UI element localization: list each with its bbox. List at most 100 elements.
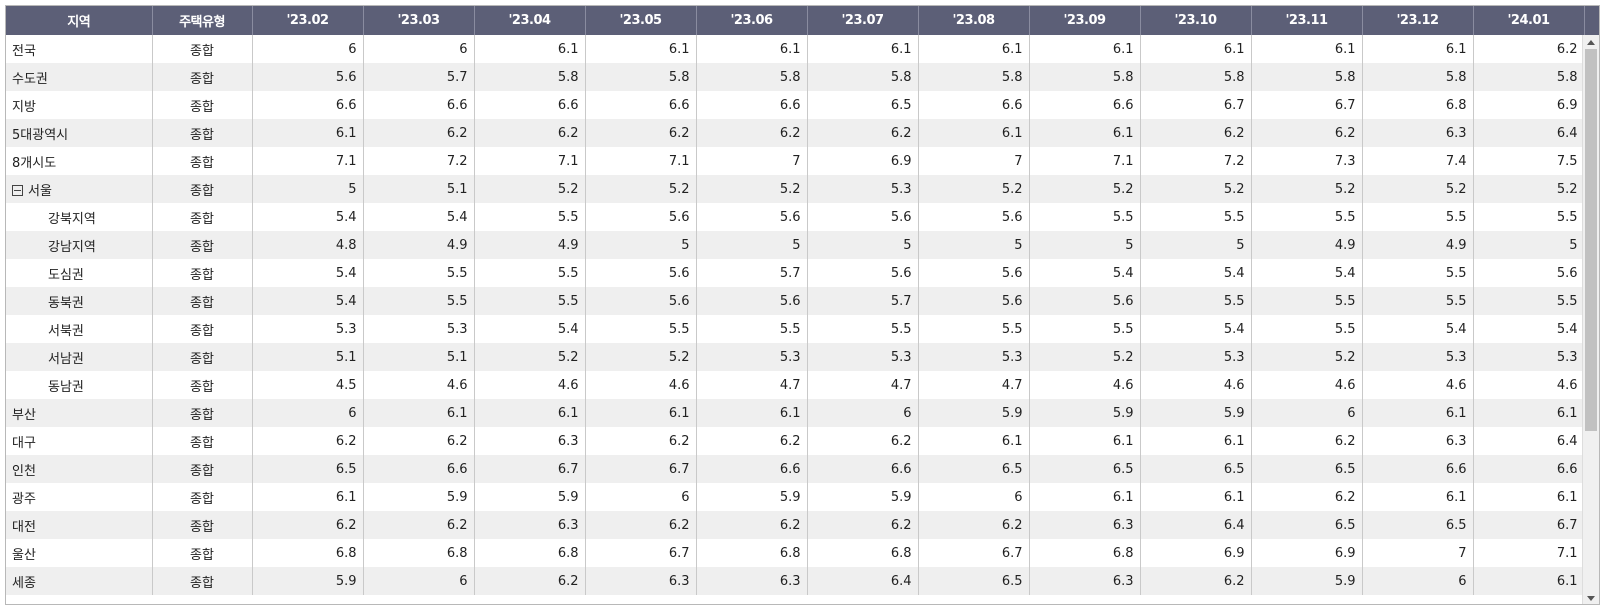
region-name: 지방	[12, 99, 36, 115]
region-name: 동남권	[48, 379, 84, 395]
value-cell: 5.5	[1362, 203, 1474, 231]
region-name: 대구	[12, 435, 36, 451]
table-row: 세종 종합 5.9 6 6.2 6.3 6.3 6.4 6.5 6.3 6.2 5.9 6 6.1	[6, 567, 1584, 595]
table-row: 강북지역 종합 5.4 5.4 5.5 5.6 5.6 5.6 5.6 5.5 5.5 5.5 5.5 5…	[6, 203, 1584, 231]
value-cell: 6.1	[1362, 483, 1474, 511]
value-cell: 7	[696, 147, 808, 175]
value-cell: 5.5	[696, 315, 808, 343]
value-cell: 6.2	[585, 427, 697, 455]
value-cell: 6.1	[585, 35, 697, 63]
value-cell: 5.2	[1029, 175, 1141, 203]
value-cell: 5.6	[918, 203, 1030, 231]
value-cell: 6.2	[807, 427, 919, 455]
value-cell: 6.2	[363, 511, 475, 539]
value-cell: 5.8	[807, 63, 919, 91]
value-cell: 6.1	[1029, 427, 1141, 455]
value-cell: 7.2	[363, 147, 475, 175]
region-cell: 강북지역	[6, 203, 153, 231]
region-cell: 5대광역시	[6, 119, 153, 147]
region-name: 전국	[12, 43, 36, 59]
value-cell: 6	[252, 35, 364, 63]
value-cell: 5.3	[918, 343, 1030, 371]
value-cell: 5	[1029, 231, 1141, 259]
value-cell: 6.8	[1362, 91, 1474, 119]
value-cell: 5.6	[1473, 259, 1584, 287]
region-cell: 도심권	[6, 259, 153, 287]
value-cell: 4.6	[1251, 371, 1363, 399]
value-cell: 6.2	[363, 427, 475, 455]
column-header: '23.09	[1029, 6, 1141, 35]
value-cell: 6.7	[474, 455, 586, 483]
value-cell: 7.1	[252, 147, 364, 175]
value-cell: 5.2	[1251, 343, 1363, 371]
value-cell: 5	[1140, 231, 1252, 259]
value-cell: 5.5	[1029, 315, 1141, 343]
value-cell: 5.1	[252, 343, 364, 371]
type-cell: 종합	[152, 511, 253, 539]
region-name: 8개시도	[12, 155, 57, 171]
value-cell: 6.2	[474, 119, 586, 147]
region-cell: 광주	[6, 483, 153, 511]
value-cell: 5	[1473, 231, 1584, 259]
value-cell: 6.3	[1362, 427, 1474, 455]
value-cell: 5.7	[807, 287, 919, 315]
collapse-toggle[interactable]	[12, 184, 23, 196]
value-cell: 7.1	[1029, 147, 1141, 175]
value-cell: 6.1	[1362, 399, 1474, 427]
column-header: '23.08	[918, 6, 1030, 35]
value-cell: 6.1	[1473, 399, 1584, 427]
value-cell: 5.5	[918, 315, 1030, 343]
value-cell: 6.5	[252, 455, 364, 483]
scroll-thumb[interactable]	[1585, 49, 1597, 431]
table-row: 서울 종합 5 5.1 5.2 5.2 5.2 5.3 5.2 5.2 5.2 5.2 5.2 5.2	[6, 175, 1584, 203]
value-cell: 5.5	[1029, 203, 1141, 231]
value-cell: 6.5	[1029, 455, 1141, 483]
region-name: 강남지역	[48, 239, 96, 255]
column-header: '23.05	[585, 6, 697, 35]
region-name: 서남권	[48, 351, 84, 367]
value-cell: 6.7	[585, 539, 697, 567]
value-cell: 6.2	[585, 119, 697, 147]
grid-body: 전국 종합 6 6 6.1 6.1 6.1 6.1 6.1 6.1 6.1 6.1 6.1 6.2 수도권 종…	[6, 35, 1584, 604]
value-cell: 6.9	[1140, 539, 1252, 567]
table-row: 5대광역시 종합 6.1 6.2 6.2 6.2 6.2 6.2 6.1 6.1 6.2 6.2 6.3…	[6, 119, 1584, 147]
region-name: 대전	[12, 519, 36, 535]
value-cell: 5.4	[252, 203, 364, 231]
scroll-down[interactable]	[1587, 596, 1595, 601]
value-cell: 4.9	[363, 231, 475, 259]
value-cell: 6.7	[1140, 91, 1252, 119]
value-cell: 5.8	[696, 63, 808, 91]
value-cell: 5.5	[1362, 287, 1474, 315]
value-cell: 6.2	[1473, 35, 1584, 63]
value-cell: 5.3	[696, 343, 808, 371]
value-cell: 6.2	[1140, 567, 1252, 595]
value-cell: 6.5	[807, 91, 919, 119]
value-cell: 6.1	[918, 427, 1030, 455]
value-cell: 5.6	[585, 259, 697, 287]
value-cell: 5.6	[585, 203, 697, 231]
value-cell: 5.5	[1140, 287, 1252, 315]
value-cell: 6.1	[1029, 35, 1141, 63]
value-cell: 5.3	[363, 315, 475, 343]
value-cell: 6.6	[252, 91, 364, 119]
value-cell: 6.7	[1473, 511, 1584, 539]
value-cell: 6.2	[252, 427, 364, 455]
value-cell: 7	[1362, 539, 1474, 567]
value-cell: 5.5	[474, 287, 586, 315]
value-cell: 6.8	[696, 539, 808, 567]
value-cell: 5.5	[1473, 287, 1584, 315]
value-cell: 5.6	[696, 287, 808, 315]
value-cell: 6	[1362, 567, 1474, 595]
value-cell: 5.1	[363, 343, 475, 371]
value-cell: 7.4	[1362, 147, 1474, 175]
scroll-up[interactable]	[1587, 40, 1595, 45]
column-header: '23.11	[1251, 6, 1363, 35]
value-cell: 5.9	[252, 567, 364, 595]
value-cell: 6.1	[1473, 483, 1584, 511]
header-row: 지역 주택유형 '23.02'23.03'23.04'23.05'23.06'23.…	[6, 6, 1585, 35]
value-cell: 5.3	[807, 175, 919, 203]
scrollbar[interactable]	[1582, 35, 1599, 604]
table-row: 강남지역 종합 4.8 4.9 4.9 5 5 5 5 5 5 4.9 4.9 5	[6, 231, 1584, 259]
value-cell: 5.4	[1251, 259, 1363, 287]
value-cell: 5	[252, 175, 364, 203]
